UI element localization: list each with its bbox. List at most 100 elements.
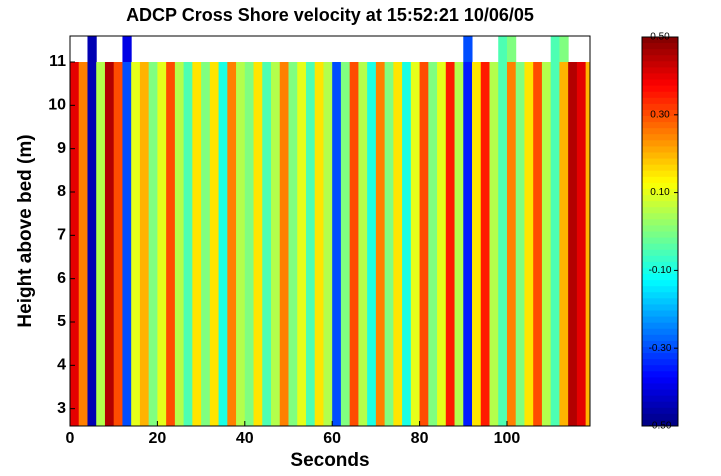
colorbar-step <box>642 164 678 172</box>
heatmap-cell <box>305 62 316 426</box>
chart-title: ADCP Cross Shore velocity at 15:52:21 10… <box>126 5 534 25</box>
x-tick-label: 0 <box>66 430 75 447</box>
heatmap-cell <box>524 62 534 426</box>
colorbar-tick-label: 0.10 <box>650 187 670 198</box>
colorbar-step <box>642 91 678 99</box>
heatmap-cell <box>122 36 132 62</box>
x-tick-label: 100 <box>494 430 521 447</box>
heatmap-cell <box>227 62 237 426</box>
colorbar-step <box>642 353 678 360</box>
colorbar-step <box>642 195 678 202</box>
colorbar-frame <box>641 36 679 427</box>
x-tick-label: 40 <box>236 430 254 447</box>
heatmap-cell <box>340 62 351 426</box>
heatmap-cell <box>506 62 517 426</box>
plot-frame <box>69 35 591 427</box>
colorbar-step <box>642 322 678 330</box>
colorbar-step <box>642 79 678 87</box>
colorbar-step <box>642 43 678 50</box>
heatmap-cell <box>506 36 517 62</box>
heatmap-cell <box>489 62 499 426</box>
colorbar-step <box>642 359 678 366</box>
colorbar-step <box>642 328 678 336</box>
heatmap-cell <box>463 62 473 426</box>
y-tick-label: 3 <box>57 400 66 417</box>
colorbar-step <box>642 395 678 403</box>
y-tick-label: 11 <box>49 53 66 70</box>
colorbar-step <box>642 207 678 214</box>
heatmap-cell <box>201 62 211 426</box>
heatmap-cell <box>218 62 228 426</box>
heatmap-cell <box>402 62 412 426</box>
y-tick-label: 8 <box>57 183 66 200</box>
heatmap-cell <box>480 62 490 426</box>
heatmap-cell <box>148 62 158 426</box>
heatmap-cell <box>454 62 464 426</box>
colorbar-step <box>642 280 678 287</box>
heatmap-cell <box>410 62 421 426</box>
colorbar-step <box>642 134 678 141</box>
colorbar-step <box>642 407 678 415</box>
y-tick-label: 7 <box>57 227 66 244</box>
colorbar-step <box>642 170 678 178</box>
x-axis-label: Seconds <box>290 450 369 471</box>
heatmap-cell <box>104 62 115 426</box>
heatmap-cell <box>349 62 359 426</box>
heatmap-cell <box>174 62 185 426</box>
heatmap-cell <box>288 62 298 426</box>
heatmap-cell <box>236 62 246 426</box>
heatmap-cell <box>498 62 508 426</box>
colorbar-step <box>642 213 678 220</box>
heatmap-cell <box>576 62 587 426</box>
heatmap-cell <box>332 62 342 426</box>
heatmap-cell <box>87 62 97 426</box>
colorbar-step <box>642 310 678 318</box>
heatmap-cell <box>568 62 578 426</box>
heatmap-cell <box>113 62 123 426</box>
colorbar-step <box>642 298 678 305</box>
heatmap-cell <box>472 62 482 426</box>
colorbar-step <box>642 109 678 117</box>
colorbar-step <box>642 249 678 257</box>
heatmap-cell <box>533 62 543 426</box>
heatmap-cell <box>515 62 525 426</box>
colorbar-step <box>642 389 678 397</box>
heatmap-cell <box>192 62 202 426</box>
heatmap-cell <box>498 36 508 62</box>
colorbar-tick-label: -0.50 <box>649 421 672 432</box>
y-tick-label: 5 <box>57 313 66 330</box>
colorbar-step <box>642 219 678 226</box>
y-tick-label: 10 <box>48 97 66 114</box>
colorbar-step <box>642 237 678 245</box>
colorbar-step <box>642 140 678 147</box>
heatmap-cell <box>419 62 429 426</box>
colorbar-step <box>642 128 678 135</box>
heatmap-cell <box>139 62 150 426</box>
colorbar-step <box>642 103 678 111</box>
heatmap-cell <box>550 62 560 426</box>
colorbar-step <box>642 158 678 166</box>
colorbar-step <box>642 85 678 93</box>
heatmap-cell <box>559 36 569 62</box>
colorbar-step <box>642 116 678 123</box>
colorbar-tick-label: 0.50 <box>650 32 670 43</box>
x-tick-label: 80 <box>411 430 429 447</box>
x-tick-label: 60 <box>323 430 341 447</box>
heatmap-cell <box>550 36 560 62</box>
colorbar-step <box>642 182 678 190</box>
colorbar-step <box>642 334 678 342</box>
heatmap-cell <box>437 62 447 426</box>
heatmap-cell <box>585 62 590 426</box>
heatmap-cell <box>367 62 377 426</box>
colorbar-step <box>642 304 678 312</box>
colorbar-step <box>642 73 678 81</box>
heatmap-cell <box>445 62 456 426</box>
colorbar-step <box>642 377 678 384</box>
colorbar-step <box>642 61 678 68</box>
colorbar-step <box>642 55 678 62</box>
colorbar-step <box>642 371 678 378</box>
colorbar-step <box>642 401 678 409</box>
heatmap-cell <box>87 36 97 62</box>
